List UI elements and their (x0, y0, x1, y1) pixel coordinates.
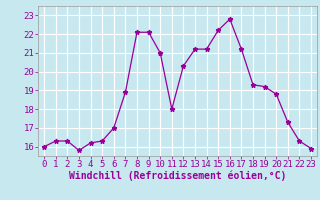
X-axis label: Windchill (Refroidissement éolien,°C): Windchill (Refroidissement éolien,°C) (69, 171, 286, 181)
